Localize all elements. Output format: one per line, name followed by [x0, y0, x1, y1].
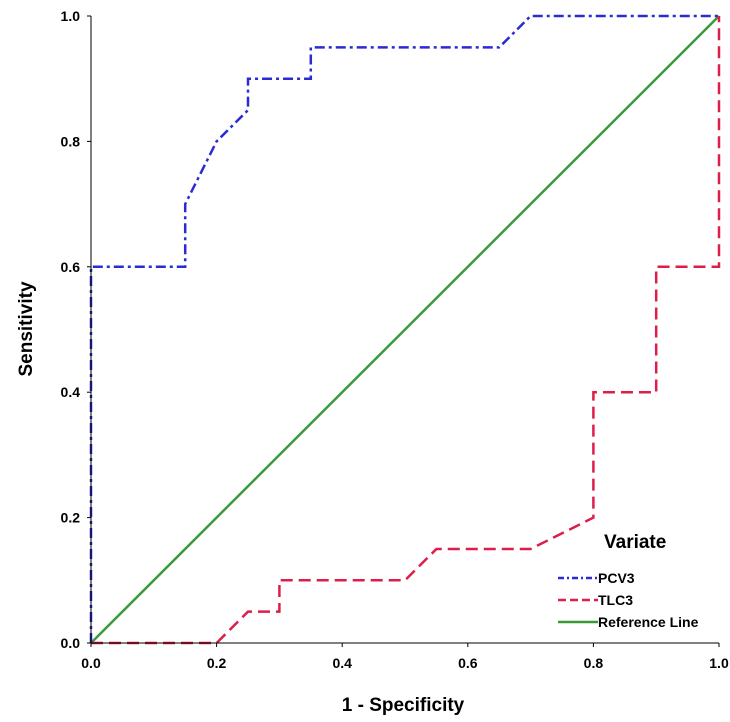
x-tick-label: 0.6	[458, 655, 478, 671]
x-tick-label: 0.2	[207, 655, 227, 671]
y-tick-label: 0.0	[61, 635, 81, 651]
axes-layer	[87, 15, 720, 647]
x-tick-label: 1.0	[709, 655, 729, 671]
legend-label: PCV3	[598, 570, 635, 586]
legend: Variate PCV3 TLC3 Reference Line	[558, 532, 699, 630]
y-tick-label: 0.6	[61, 259, 81, 275]
x-tick-label: 0.4	[332, 655, 352, 671]
series-line-pcv3	[89, 14, 719, 643]
y-axis-label: Sensitivity	[16, 281, 37, 376]
y-tick-label: 0.4	[61, 384, 81, 400]
series-line-reference-line	[90, 15, 720, 644]
y-tick-label: 0.8	[61, 133, 81, 149]
y-tick-label: 0.2	[61, 510, 81, 526]
legend-label: TLC3	[598, 592, 633, 608]
legend-items: PCV3 TLC3 Reference Line	[558, 570, 699, 630]
x-axis-label: 1 - Specificity	[342, 695, 465, 716]
x-tick-label: 0.8	[584, 655, 604, 671]
legend-label: Reference Line	[598, 614, 699, 630]
y-tick-label: 1.0	[61, 8, 81, 24]
legend-title: Variate	[604, 532, 666, 553]
series-layer	[89, 14, 721, 645]
x-tick-label: 0.0	[81, 655, 101, 671]
tick-labels: 0.0 0.2 0.4 0.6 0.8 1.0 0.0 0.2 0.4 0.6 0.8 1.0	[61, 8, 729, 671]
